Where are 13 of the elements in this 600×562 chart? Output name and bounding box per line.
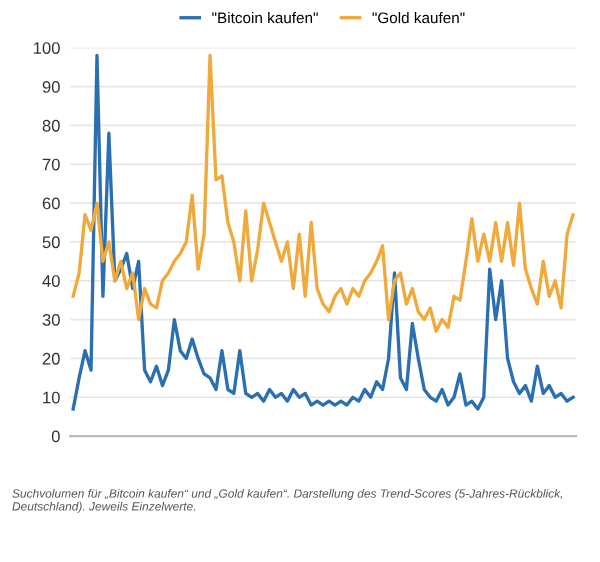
- y-tick-label: 70: [42, 158, 60, 171]
- y-tick-label: 10: [43, 391, 60, 404]
- y-tick-label: 20: [42, 352, 60, 365]
- y-tick-label: 0: [51, 430, 60, 443]
- line-series: [71, 53, 575, 411]
- y-tick-label: 40: [42, 275, 60, 287]
- y-tick-label: 90: [42, 81, 60, 93]
- y-tick-label: 80: [42, 119, 60, 132]
- y-tick-label: 30: [42, 314, 60, 326]
- line-series: [71, 53, 575, 333]
- y-tick-label: 60: [42, 197, 60, 210]
- y-tick-label: 100: [33, 42, 60, 54]
- y-tick-label: 50: [42, 236, 60, 249]
